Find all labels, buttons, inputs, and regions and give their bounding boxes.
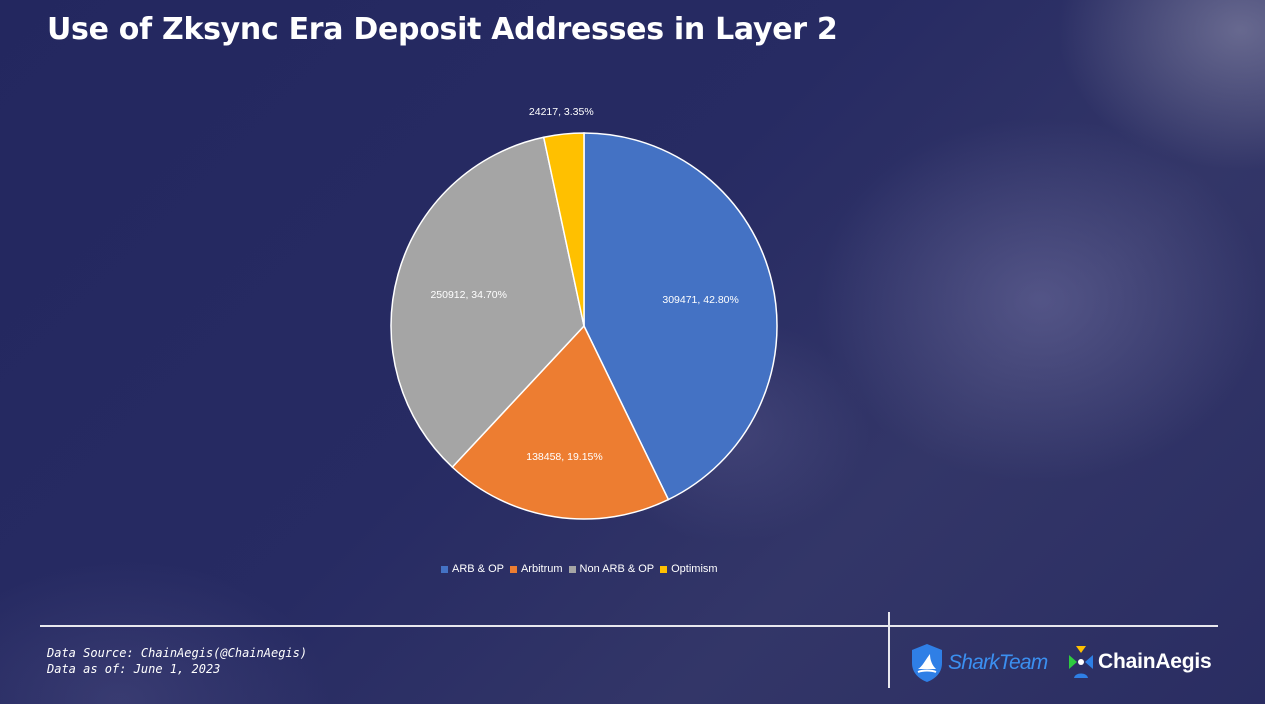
legend-item-optimism: Optimism [660, 563, 718, 575]
legend-swatch-arbitrum [509, 565, 517, 573]
legend-swatch-optimism [660, 565, 668, 573]
chart-legend: ARB & OP Arbitrum Non ARB & OP Optimism [441, 563, 718, 575]
data-label-non-arb-op: 250912, 34.70% [430, 289, 506, 301]
chainaegis-logo: ChainAegis [1068, 645, 1212, 679]
data-source-text: Data Source: ChainAegis(@ChainAegis) [47, 646, 308, 660]
pie-slice-non-arb-op [390, 136, 585, 469]
pie-slice-arb-op [583, 132, 778, 501]
legend-label-optimism: Optimism [671, 563, 718, 575]
legend-item-non-arb-op: Non ARB & OP [568, 563, 655, 575]
legend-item-arbitrum: Arbitrum [509, 563, 563, 575]
sharkteam-logo: SharkTeam [910, 643, 1048, 683]
chainaegis-icon [1069, 646, 1093, 678]
pie-slice-optimism [542, 132, 585, 327]
legend-swatch-arb-op [441, 565, 448, 573]
legend-label-arb-op: ARB & OP [452, 563, 504, 575]
legend-label-arbitrum: Arbitrum [520, 563, 563, 575]
legend-swatch-non-arb-op [568, 565, 576, 573]
sharkteam-name: SharkTeam [948, 651, 1048, 674]
data-label-arb-op: 309471, 42.80% [662, 294, 738, 306]
logo-divider [888, 612, 890, 688]
footer-notes: Data Source: ChainAegis(@ChainAegis) Dat… [47, 645, 307, 677]
data-label-optimism: 24217, 3.35% [529, 106, 594, 118]
footer-divider [40, 625, 1218, 627]
shark-shield-icon [912, 644, 942, 682]
chainaegis-name: ChainAegis [1098, 650, 1212, 673]
page-title: Use of Zksync Era Deposit Addresses in L… [47, 12, 838, 47]
legend-item-arb-op: ARB & OP [441, 563, 504, 575]
data-date-text: Data as of: June 1, 2023 [47, 662, 221, 676]
pie-slice-arbitrum [451, 324, 670, 520]
data-label-arbitrum: 138458, 19.15% [526, 451, 602, 463]
legend-label-non-arb-op: Non ARB & OP [579, 563, 655, 575]
